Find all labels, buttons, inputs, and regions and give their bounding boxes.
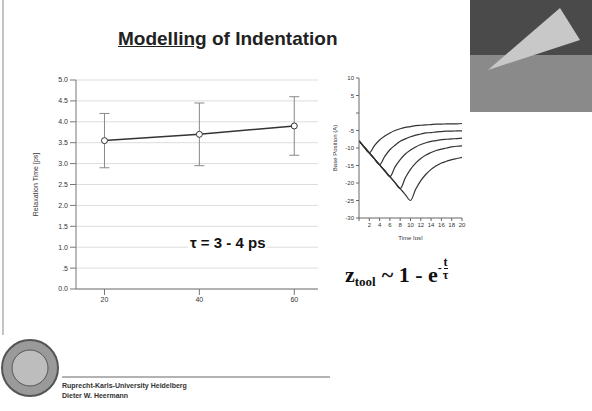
svg-text:-30: -30 — [345, 215, 354, 221]
html-text:τ = 3 - 4 ps: τ = 3 - 4 ps — [190, 234, 266, 251]
svg-text:2.5: 2.5 — [58, 181, 68, 188]
svg-text:4: 4 — [378, 222, 382, 228]
svg-text:Time [ps]: Time [ps] — [398, 235, 423, 240]
svg-text:16: 16 — [438, 222, 445, 228]
svg-text:14: 14 — [428, 222, 435, 228]
svg-text:3.0: 3.0 — [58, 160, 68, 167]
html-text:Ruprecht-Karls-University Heid: Ruprecht-Karls-University Heidelberg — [62, 382, 187, 389]
svg-text:-15: -15 — [345, 163, 354, 169]
svg-text:-5: -5 — [349, 128, 355, 134]
html-text:ztool ~ 1 - e-t: ztool ~ 1 - e-t — [345, 255, 448, 289]
svg-text:40: 40 — [195, 296, 203, 303]
svg-text:3.5: 3.5 — [58, 139, 68, 146]
svg-text:2.0: 2.0 — [58, 202, 68, 209]
svg-text:10: 10 — [407, 222, 414, 228]
svg-text:4.5: 4.5 — [58, 97, 68, 104]
svg-text:0.0: 0.0 — [58, 285, 68, 292]
svg-text:8: 8 — [399, 222, 403, 228]
html-text:Dieter W. Heermann: Dieter W. Heermann — [62, 392, 129, 399]
svg-text:Relaxation Time [ps]: Relaxation Time [ps] — [32, 153, 40, 216]
svg-text:20: 20 — [101, 296, 109, 303]
svg-text:Base Position (Å): Base Position (Å) — [333, 125, 338, 171]
svg-text:5.0: 5.0 — [58, 76, 68, 83]
svg-text:18: 18 — [448, 222, 455, 228]
svg-text:20: 20 — [459, 222, 466, 228]
svg-text:6: 6 — [388, 222, 392, 228]
svg-text:5: 5 — [351, 93, 355, 99]
svg-text:-25: -25 — [345, 198, 354, 204]
html-text:τ: τ — [442, 268, 449, 282]
svg-text:10: 10 — [347, 75, 354, 81]
svg-text:1.0: 1.0 — [58, 244, 68, 251]
svg-text:12: 12 — [417, 222, 424, 228]
svg-text:2: 2 — [368, 222, 372, 228]
svg-text:1.5: 1.5 — [58, 223, 68, 230]
svg-text:60: 60 — [290, 296, 298, 303]
html-text:Modelling of Indentation: Modelling of Indentation — [118, 28, 338, 49]
svg-text:.5: .5 — [62, 265, 68, 272]
svg-text:-20: -20 — [345, 180, 354, 186]
svg-text:4.0: 4.0 — [58, 118, 68, 125]
svg-text:-10: -10 — [345, 145, 354, 151]
